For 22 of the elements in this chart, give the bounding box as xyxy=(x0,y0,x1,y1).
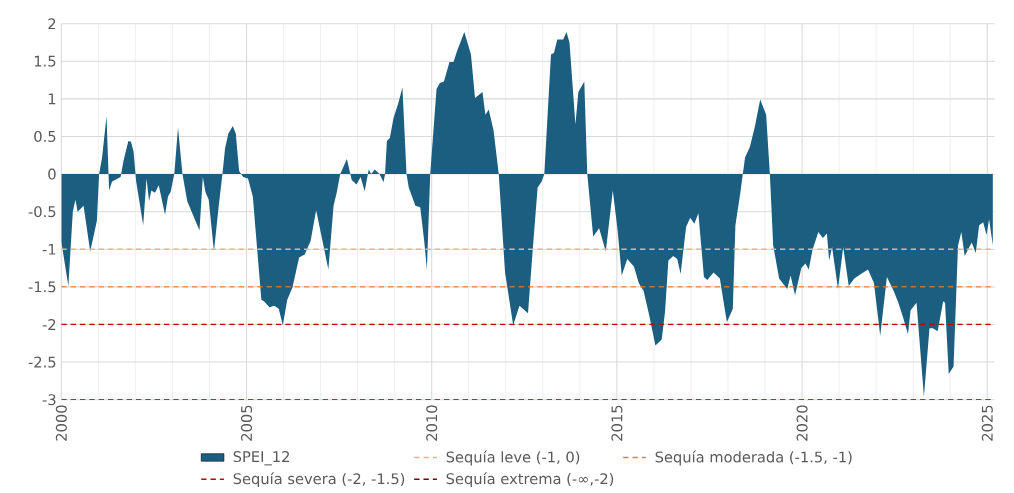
x-tick-label: 2000 xyxy=(55,405,67,441)
legend-label: SPEI_12 xyxy=(233,451,289,466)
x-tick-label: 2010 xyxy=(426,405,438,441)
y-tick-label: 0 xyxy=(48,168,56,180)
x-tick-label: 2020 xyxy=(796,405,808,441)
y-tick-label: -1.5 xyxy=(28,281,56,293)
y-tick-label: -2 xyxy=(42,319,56,330)
y-tick-label: -2.5 xyxy=(28,356,56,368)
legend-label: Sequía moderada (-1.5, -1) xyxy=(655,450,852,466)
x-tick-label: 2025 xyxy=(981,405,993,441)
y-tick-label: 0.5 xyxy=(34,130,56,143)
y-tick-label: -3 xyxy=(42,394,56,406)
legend-label: Sequía extrema (-∞,-2) xyxy=(446,472,614,488)
x-tick-label: 2005 xyxy=(240,405,253,441)
legend-label: Sequía leve (-1, 0) xyxy=(446,450,580,466)
y-tick-label: 1 xyxy=(48,93,56,105)
legend-label: Sequía severa (-2, -1.5) xyxy=(233,472,405,488)
y-tick-label: -0.5 xyxy=(28,206,56,218)
y-tick-label: -1 xyxy=(42,243,56,255)
y-tick-label: 1.5 xyxy=(34,55,56,67)
x-tick-label: 2015 xyxy=(611,405,623,441)
y-tick-label: 2 xyxy=(48,18,56,30)
